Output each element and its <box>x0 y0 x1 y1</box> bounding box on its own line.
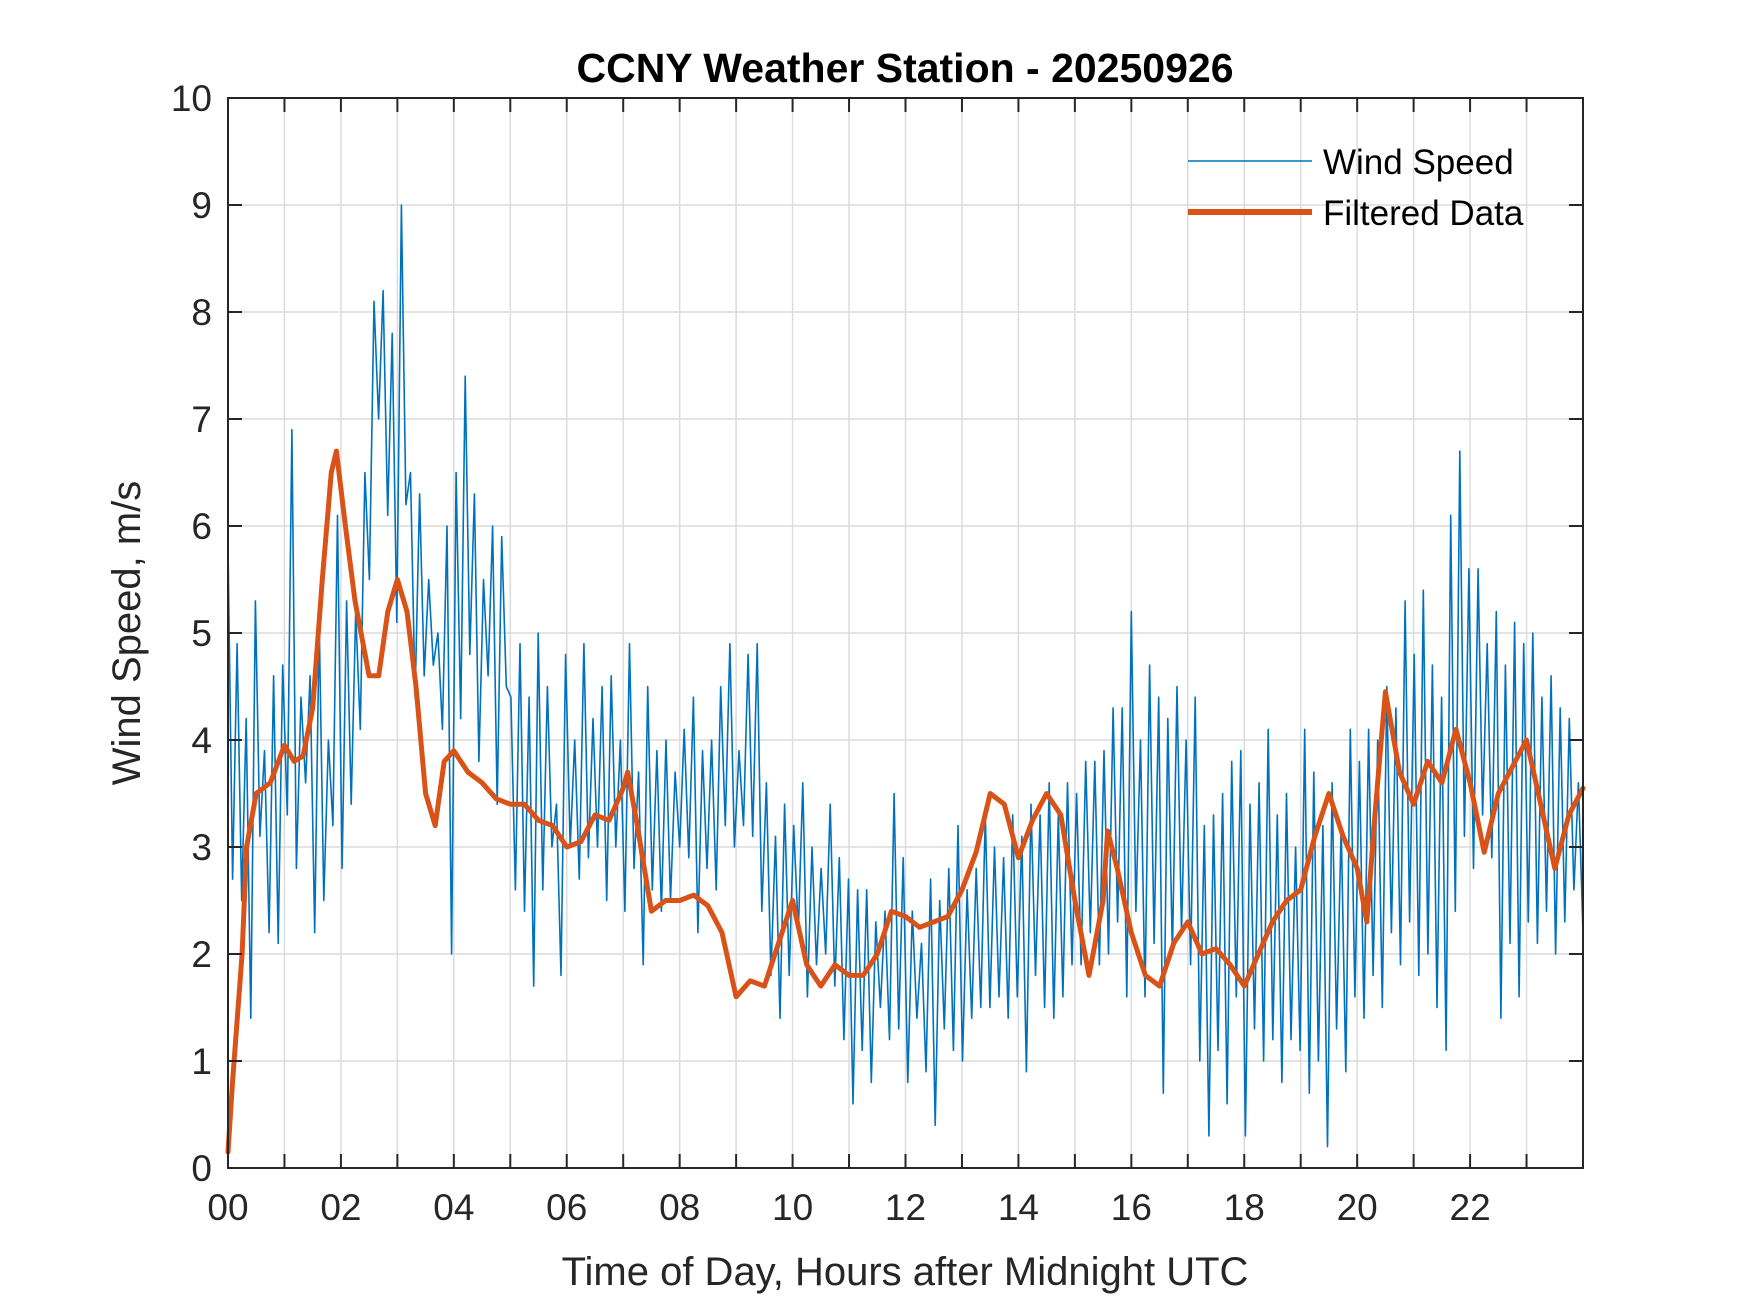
x-tick-label: 20 <box>1337 1187 1378 1228</box>
x-tick-label: 00 <box>207 1187 248 1228</box>
y-tick-label: 2 <box>191 934 212 975</box>
legend: Wind Speed Filtered Data <box>1188 143 1524 233</box>
chart-title: CCNY Weather Station - 20250926 <box>576 45 1233 91</box>
y-tick-label: 8 <box>191 292 212 333</box>
legend-label-wind-speed: Wind Speed <box>1323 143 1514 182</box>
axis-ticks <box>228 98 1583 1168</box>
x-tick-label: 06 <box>546 1187 587 1228</box>
y-tick-label: 0 <box>191 1148 212 1189</box>
y-tick-label: 1 <box>191 1041 212 1082</box>
x-tick-label: 02 <box>320 1187 361 1228</box>
y-tick-label: 7 <box>191 399 212 440</box>
y-tick-label: 5 <box>191 613 212 654</box>
y-tick-label: 10 <box>171 78 212 119</box>
x-tick-label: 04 <box>433 1187 474 1228</box>
filtered-data-series <box>225 448 1586 1155</box>
x-tick-labels: 00 02 04 06 08 10 12 14 16 18 20 22 <box>207 1187 1490 1228</box>
x-tick-label: 14 <box>998 1187 1039 1228</box>
x-tick-label: 22 <box>1450 1187 1491 1228</box>
y-tick-label: 4 <box>191 720 212 761</box>
x-tick-label: 08 <box>659 1187 700 1228</box>
x-axis-label: Time of Day, Hours after Midnight UTC <box>562 1250 1249 1294</box>
y-tick-label: 6 <box>191 506 212 547</box>
x-tick-label: 18 <box>1224 1187 1265 1228</box>
x-tick-label: 12 <box>885 1187 926 1228</box>
x-tick-label: 16 <box>1111 1187 1152 1228</box>
y-axis-label: Wind Speed, m/s <box>105 481 149 786</box>
y-tick-label: 3 <box>191 827 212 868</box>
y-tick-label: 9 <box>191 185 212 226</box>
y-tick-labels: 0 1 2 3 4 5 6 7 8 9 10 <box>171 78 212 1189</box>
x-tick-label: 10 <box>772 1187 813 1228</box>
legend-label-filtered-data: Filtered Data <box>1323 194 1524 233</box>
filtered-data-line <box>225 448 1586 1155</box>
